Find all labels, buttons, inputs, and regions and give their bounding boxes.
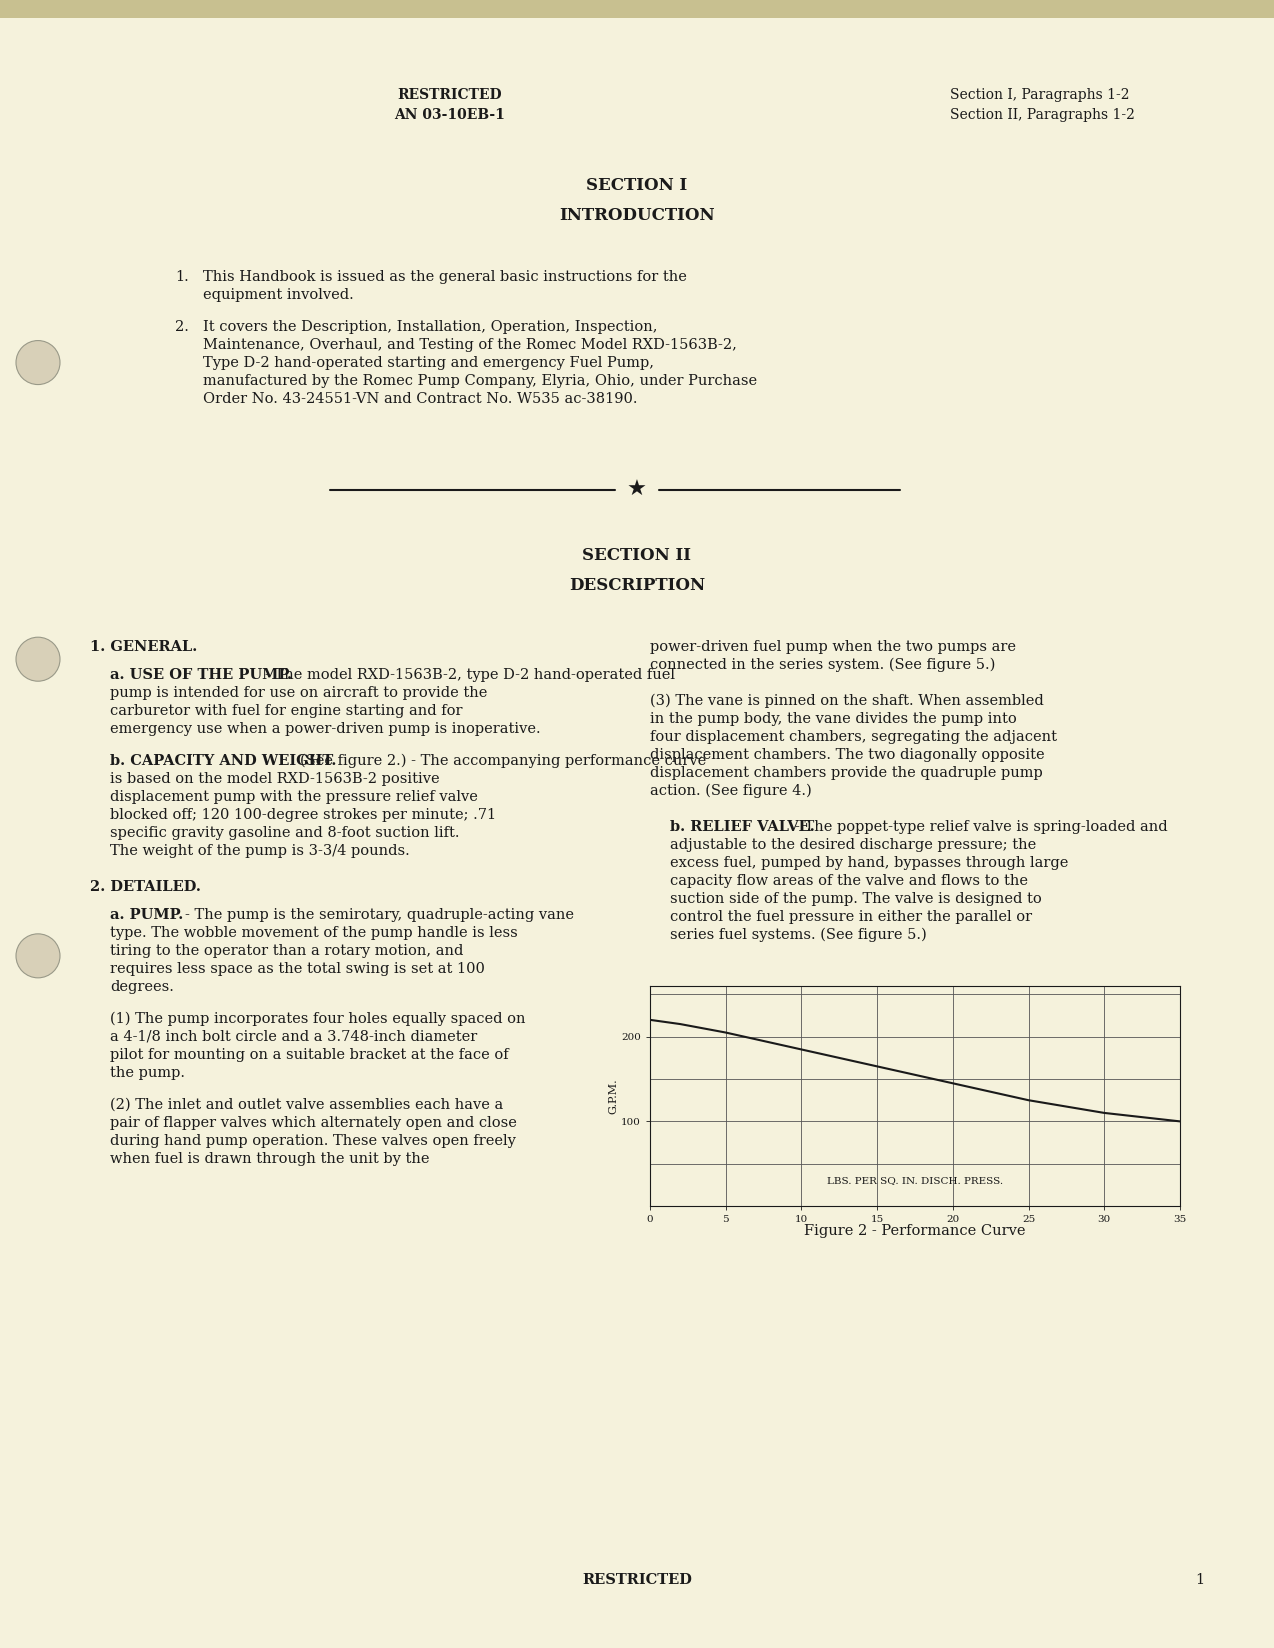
Text: (See figure 2.) - The accompanying performance curve: (See figure 2.) - The accompanying perfo… (299, 755, 706, 768)
Text: RESTRICTED: RESTRICTED (397, 87, 502, 102)
Text: 1. GENERAL.: 1. GENERAL. (90, 639, 197, 654)
Text: - The pump is the semirotary, quadruple-acting vane: - The pump is the semirotary, quadruple-… (185, 908, 575, 921)
Text: SECTION I: SECTION I (586, 176, 688, 193)
Circle shape (17, 934, 60, 977)
Text: b. RELIEF VALVE.: b. RELIEF VALVE. (670, 821, 815, 834)
Text: LBS. PER SQ. IN. DISCH. PRESS.: LBS. PER SQ. IN. DISCH. PRESS. (827, 1177, 1003, 1185)
Bar (0, 0, 1274, 18)
Text: action. (See figure 4.): action. (See figure 4.) (650, 784, 812, 798)
Text: (1) The pump incorporates four holes equally spaced on: (1) The pump incorporates four holes equ… (110, 1012, 525, 1027)
Text: b. CAPACITY AND WEIGHT.: b. CAPACITY AND WEIGHT. (110, 755, 336, 768)
Text: ★: ★ (627, 480, 647, 499)
Text: pilot for mounting on a suitable bracket at the face of: pilot for mounting on a suitable bracket… (110, 1048, 508, 1061)
Text: power-driven fuel pump when the two pumps are: power-driven fuel pump when the two pump… (650, 639, 1015, 654)
Text: 2.: 2. (175, 320, 189, 335)
Text: The weight of the pump is 3-3/4 pounds.: The weight of the pump is 3-3/4 pounds. (110, 844, 410, 859)
Text: tiring to the operator than a rotary motion, and: tiring to the operator than a rotary mot… (110, 944, 464, 957)
Text: AN 03-10EB-1: AN 03-10EB-1 (395, 109, 506, 122)
Circle shape (17, 341, 60, 384)
Text: displacement chambers. The two diagonally opposite: displacement chambers. The two diagonall… (650, 748, 1045, 761)
Text: Section II, Paragraphs 1-2: Section II, Paragraphs 1-2 (950, 109, 1135, 122)
Text: It covers the Description, Installation, Operation, Inspection,: It covers the Description, Installation,… (203, 320, 657, 335)
Text: DESCRIPTION: DESCRIPTION (569, 577, 705, 593)
Text: the pump.: the pump. (110, 1066, 185, 1079)
Text: when fuel is drawn through the unit by the: when fuel is drawn through the unit by t… (110, 1152, 429, 1167)
Text: blocked off; 120 100-degree strokes per minute; .71: blocked off; 120 100-degree strokes per … (110, 808, 496, 822)
Text: pair of flapper valves which alternately open and close: pair of flapper valves which alternately… (110, 1116, 517, 1131)
Text: a. PUMP.: a. PUMP. (110, 908, 183, 921)
Text: Type D-2 hand-operated starting and emergency Fuel Pump,: Type D-2 hand-operated starting and emer… (203, 356, 654, 371)
Text: series fuel systems. (See figure 5.): series fuel systems. (See figure 5.) (670, 928, 926, 943)
Text: equipment involved.: equipment involved. (203, 288, 354, 302)
Text: - The poppet-type relief valve is spring-loaded and: - The poppet-type relief valve is spring… (795, 821, 1168, 834)
Text: displacement pump with the pressure relief valve: displacement pump with the pressure reli… (110, 789, 478, 804)
Text: 2. DETAILED.: 2. DETAILED. (90, 880, 201, 893)
Text: carburetor with fuel for engine starting and for: carburetor with fuel for engine starting… (110, 704, 462, 719)
Text: Section I, Paragraphs 1-2: Section I, Paragraphs 1-2 (950, 87, 1130, 102)
Text: INTRODUCTION: INTRODUCTION (559, 206, 715, 224)
Text: Maintenance, Overhaul, and Testing of the Romec Model RXD-1563B-2,: Maintenance, Overhaul, and Testing of th… (203, 338, 736, 353)
Text: This Handbook is issued as the general basic instructions for the: This Handbook is issued as the general b… (203, 270, 687, 283)
Text: SECTION II: SECTION II (582, 547, 692, 564)
Text: suction side of the pump. The valve is designed to: suction side of the pump. The valve is d… (670, 892, 1042, 906)
Text: four displacement chambers, segregating the adjacent: four displacement chambers, segregating … (650, 730, 1057, 743)
Circle shape (17, 638, 60, 681)
Text: during hand pump operation. These valves open freely: during hand pump operation. These valves… (110, 1134, 516, 1149)
Text: type. The wobble movement of the pump handle is less: type. The wobble movement of the pump ha… (110, 926, 517, 939)
Text: is based on the model RXD-1563B-2 positive: is based on the model RXD-1563B-2 positi… (110, 771, 440, 786)
Text: connected in the series system. (See figure 5.): connected in the series system. (See fig… (650, 658, 995, 672)
Text: Figure 2 - Performance Curve: Figure 2 - Performance Curve (804, 1224, 1026, 1238)
Text: Order No. 43-24551-VN and Contract No. W535 ac-38190.: Order No. 43-24551-VN and Contract No. W… (203, 392, 637, 405)
Text: adjustable to the desired discharge pressure; the: adjustable to the desired discharge pres… (670, 837, 1036, 852)
Text: in the pump body, the vane divides the pump into: in the pump body, the vane divides the p… (650, 712, 1017, 727)
Text: emergency use when a power-driven pump is inoperative.: emergency use when a power-driven pump i… (110, 722, 540, 737)
Text: pump is intended for use on aircraft to provide the: pump is intended for use on aircraft to … (110, 686, 488, 700)
Text: capacity flow areas of the valve and flows to the: capacity flow areas of the valve and flo… (670, 873, 1028, 888)
Text: requires less space as the total swing is set at 100: requires less space as the total swing i… (110, 962, 485, 976)
Text: excess fuel, pumped by hand, bypasses through large: excess fuel, pumped by hand, bypasses th… (670, 855, 1069, 870)
Text: - The model RXD-1563B-2, type D-2 hand-operated fuel: - The model RXD-1563B-2, type D-2 hand-o… (265, 667, 675, 682)
Text: control the fuel pressure in either the parallel or: control the fuel pressure in either the … (670, 910, 1032, 925)
Text: (3) The vane is pinned on the shaft. When assembled: (3) The vane is pinned on the shaft. Whe… (650, 694, 1043, 709)
Text: 1.: 1. (175, 270, 189, 283)
Text: RESTRICTED: RESTRICTED (582, 1572, 692, 1587)
Text: displacement chambers provide the quadruple pump: displacement chambers provide the quadru… (650, 766, 1042, 780)
Text: manufactured by the Romec Pump Company, Elyria, Ohio, under Purchase: manufactured by the Romec Pump Company, … (203, 374, 757, 387)
Text: 1: 1 (1195, 1572, 1204, 1587)
Text: (2) The inlet and outlet valve assemblies each have a: (2) The inlet and outlet valve assemblie… (110, 1098, 503, 1112)
Text: a 4-1/8 inch bolt circle and a 3.748-inch diameter: a 4-1/8 inch bolt circle and a 3.748-inc… (110, 1030, 478, 1043)
Text: specific gravity gasoline and 8-foot suction lift.: specific gravity gasoline and 8-foot suc… (110, 826, 460, 840)
Y-axis label: G.P.M.: G.P.M. (608, 1078, 618, 1114)
Text: a. USE OF THE PUMP.: a. USE OF THE PUMP. (110, 667, 292, 682)
Text: degrees.: degrees. (110, 981, 173, 994)
